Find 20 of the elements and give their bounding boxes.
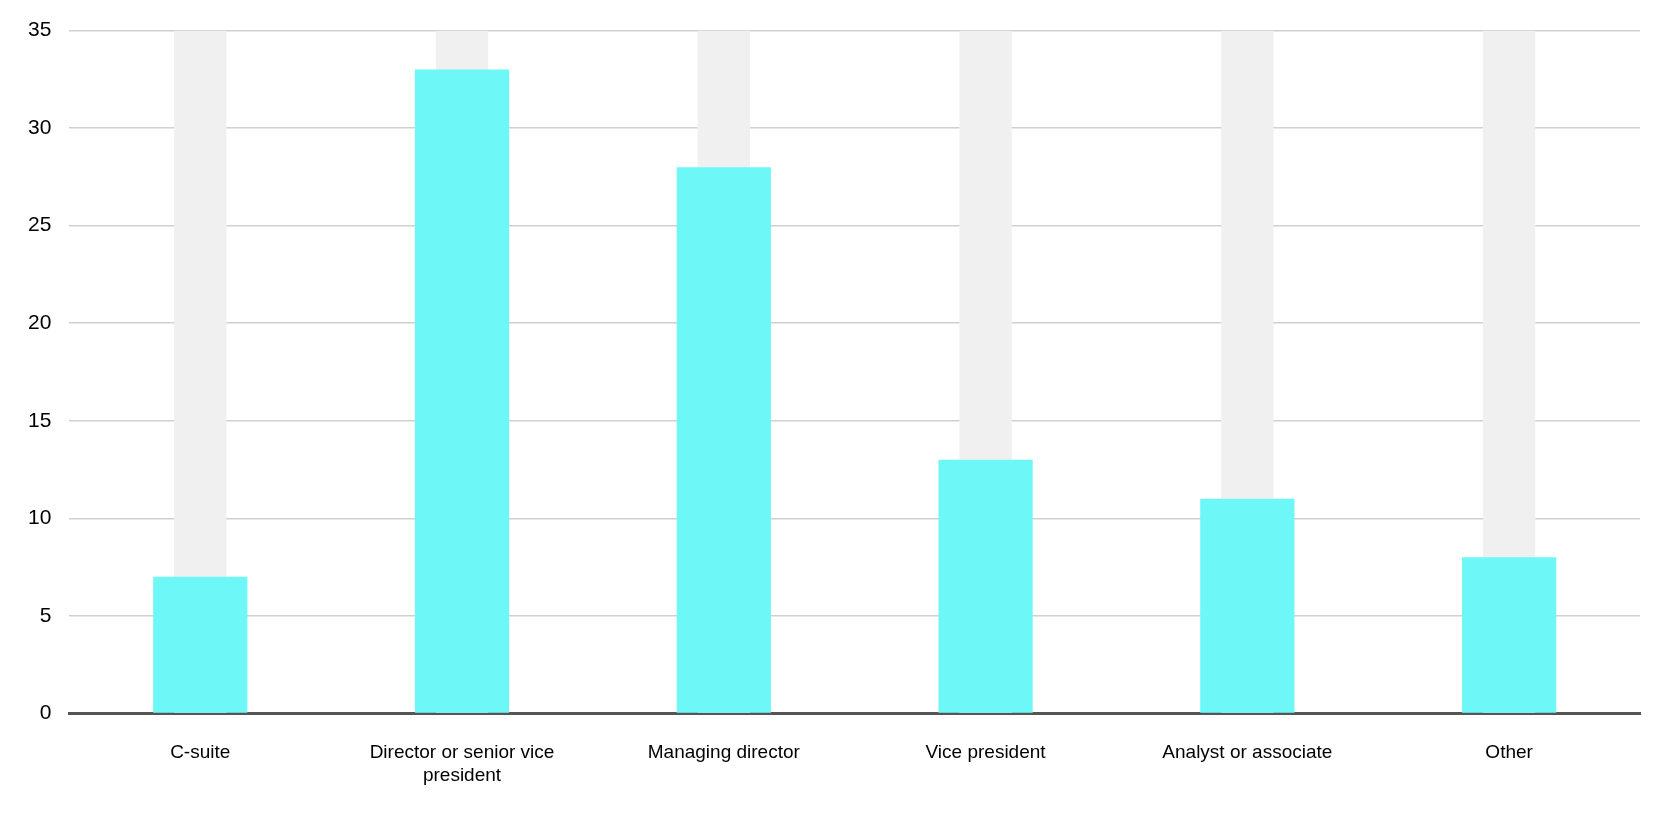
y-tick-label: 35	[28, 17, 52, 41]
bar	[676, 167, 771, 713]
bar	[938, 459, 1033, 713]
bar	[414, 69, 510, 713]
y-tick-label: 0	[39, 700, 52, 724]
x-tick-label: Vice president	[925, 741, 1047, 763]
y-tick-label: 10	[28, 505, 52, 529]
y-tick-label: 20	[28, 310, 52, 334]
x-tick-label: Director or senior vice president	[369, 741, 555, 785]
bar	[153, 576, 248, 713]
x-tick-label: Managing director	[647, 741, 801, 763]
x-tick-label: Other	[1485, 741, 1534, 763]
x-tick-label: Analyst or associate	[1162, 741, 1333, 763]
y-tick-label: 30	[28, 114, 52, 138]
bar	[1461, 557, 1557, 713]
x-tick-label: C-suite	[170, 741, 231, 763]
y-tick-label: 5	[39, 602, 52, 626]
y-tick-label: 25	[28, 212, 52, 236]
y-tick-label: 15	[28, 407, 52, 431]
bar	[1200, 498, 1295, 713]
